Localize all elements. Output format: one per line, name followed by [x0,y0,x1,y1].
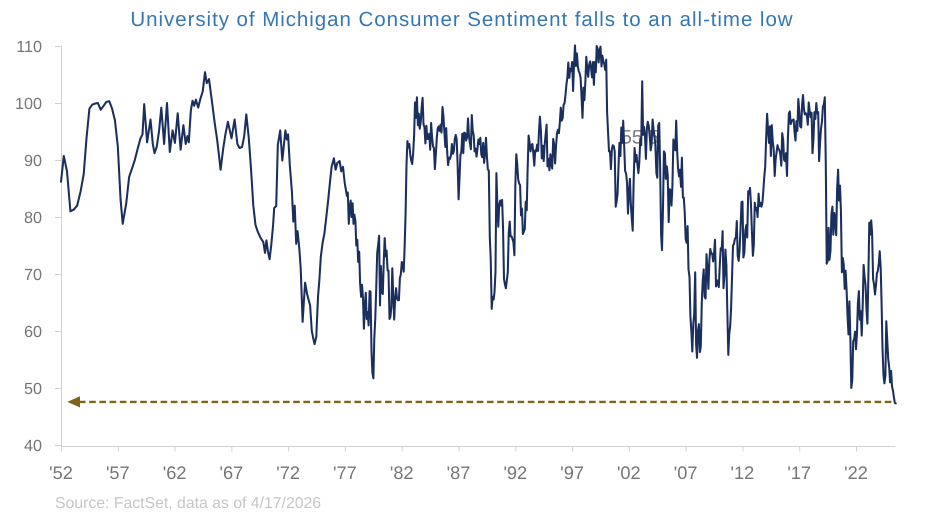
svg-text:90: 90 [24,152,42,170]
svg-text:100: 100 [15,95,42,113]
svg-text:80: 80 [24,209,42,227]
svg-text:'52: '52 [49,463,73,483]
svg-text:'07: '07 [674,463,698,483]
svg-text:60: 60 [24,323,42,341]
svg-text:'87: '87 [447,463,471,483]
svg-text:40: 40 [24,437,42,455]
svg-text:70: 70 [24,266,42,284]
svg-text:'97: '97 [560,463,584,483]
svg-text:'77: '77 [333,463,357,483]
svg-text:110: 110 [16,38,42,56]
svg-text:'67: '67 [220,463,244,483]
svg-text:'72: '72 [276,463,300,483]
svg-text:University of Michigan Consume: University of Michigan Consumer Sentimen… [130,8,793,31]
svg-text:'62: '62 [163,463,187,483]
svg-text:'57: '57 [106,463,130,483]
svg-text:'22: '22 [844,463,868,483]
svg-text:'82: '82 [390,463,414,483]
svg-text:'17: '17 [787,463,811,483]
svg-text:'02: '02 [617,463,641,483]
svg-text:'92: '92 [503,463,527,483]
svg-text:50: 50 [24,380,42,398]
svg-text:'12: '12 [731,463,755,483]
svg-text:Source: FactSet, data as of 4/: Source: FactSet, data as of 4/17/2026 [55,495,321,512]
